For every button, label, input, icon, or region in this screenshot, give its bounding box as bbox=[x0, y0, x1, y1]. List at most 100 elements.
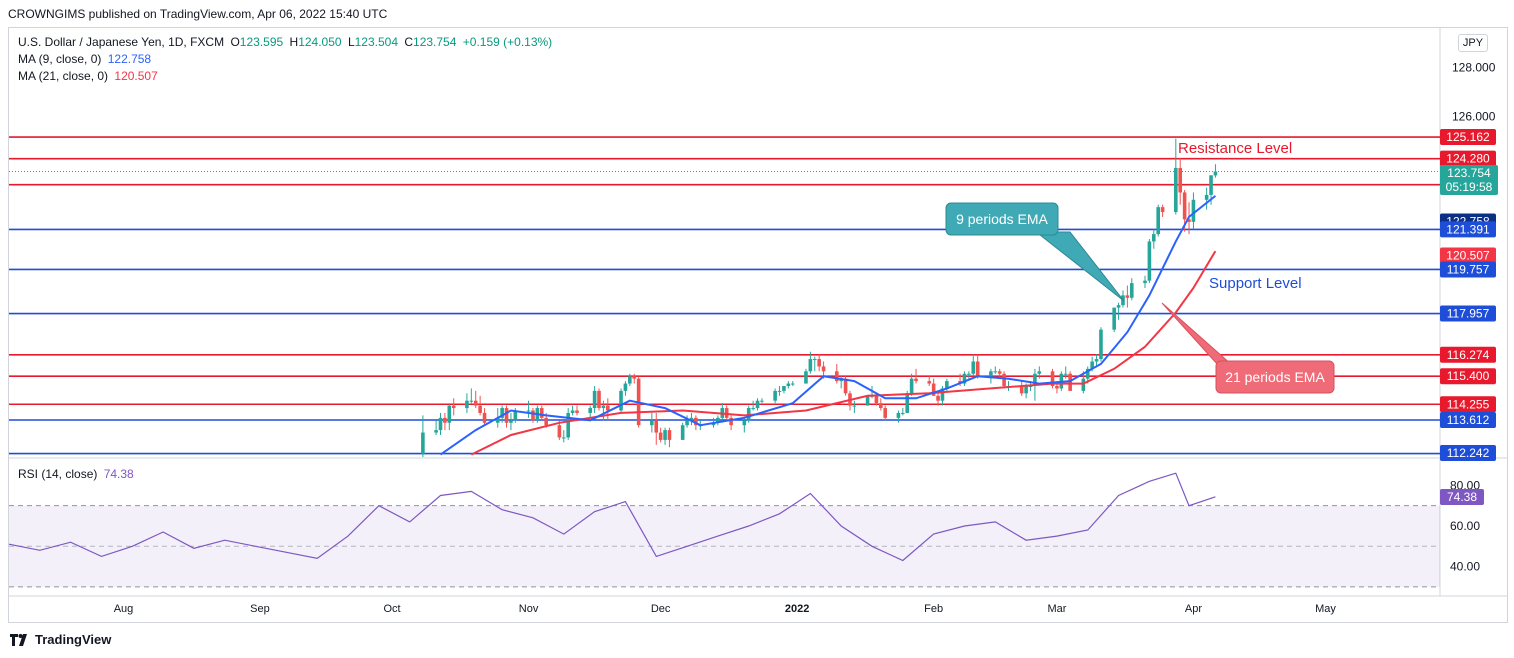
candle-body bbox=[901, 412, 905, 414]
candle-body bbox=[716, 417, 720, 423]
candle-body bbox=[1055, 386, 1059, 389]
candle-body bbox=[989, 371, 993, 377]
candle-body bbox=[1090, 361, 1094, 369]
candle-body bbox=[473, 400, 478, 406]
candle-body bbox=[883, 408, 888, 418]
candle-body bbox=[588, 408, 593, 413]
candle-body bbox=[773, 390, 777, 401]
candle-body bbox=[940, 388, 945, 401]
symbol-title: U.S. Dollar / Japanese Yen, 1D, FXCM bbox=[18, 35, 225, 49]
resistance-annotation: Resistance Level bbox=[1178, 140, 1292, 157]
rsi-value: 74.38 bbox=[103, 467, 134, 481]
candle-body bbox=[1213, 171, 1218, 176]
price-label-bg bbox=[1440, 368, 1496, 385]
ema9-callout-box bbox=[945, 202, 1059, 236]
candle-body bbox=[451, 405, 456, 409]
candle-body bbox=[658, 432, 663, 440]
candle-body bbox=[500, 408, 504, 418]
rsi-tick-label: 80.00 bbox=[1450, 478, 1480, 492]
candle-body bbox=[997, 371, 1002, 374]
low-value: 123.504 bbox=[354, 35, 399, 49]
candle-body bbox=[597, 390, 601, 409]
candle-body bbox=[1063, 373, 1068, 375]
candle-body bbox=[601, 405, 606, 409]
candle-body bbox=[1112, 307, 1116, 330]
candle-body bbox=[654, 420, 659, 433]
candle-body bbox=[852, 405, 857, 407]
candle-body bbox=[619, 390, 623, 411]
candle-body bbox=[495, 417, 500, 423]
candle-body bbox=[539, 408, 544, 418]
price-label-bg bbox=[1440, 305, 1496, 322]
candle-body bbox=[865, 395, 870, 406]
candle-body bbox=[443, 417, 447, 423]
price-label-text: 112.242 bbox=[1447, 446, 1490, 460]
time-tick-label: Feb bbox=[924, 603, 943, 615]
candle-body bbox=[544, 417, 548, 426]
candle-body bbox=[843, 378, 848, 394]
candle-body bbox=[751, 408, 755, 410]
candle-body bbox=[1152, 234, 1156, 242]
candle-body bbox=[513, 410, 518, 421]
candle-body bbox=[817, 359, 821, 367]
candle-body bbox=[663, 430, 667, 440]
candle-body bbox=[509, 420, 513, 423]
candle-body bbox=[1191, 199, 1196, 222]
candle-body bbox=[628, 376, 632, 384]
time-tick-label: Dec bbox=[651, 603, 671, 615]
candle-body bbox=[874, 395, 879, 404]
time-tick-label: Nov bbox=[519, 603, 539, 615]
candle-body bbox=[650, 420, 654, 426]
candle-body bbox=[592, 390, 597, 409]
candle-body bbox=[821, 366, 826, 372]
candle-body bbox=[478, 405, 482, 413]
candle-body bbox=[1182, 192, 1187, 220]
ema9-callout-text: 9 periods EMA bbox=[956, 211, 1048, 227]
candle-body bbox=[482, 412, 487, 423]
candle-body bbox=[1028, 386, 1033, 387]
candle-body bbox=[504, 408, 509, 423]
candle-body bbox=[689, 417, 694, 421]
candle-body bbox=[1129, 283, 1134, 298]
rsi-label: RSI (14, close) bbox=[18, 467, 98, 481]
candle-body bbox=[561, 437, 566, 439]
rsi-tick-label: 60.00 bbox=[1450, 519, 1480, 533]
last-price-bg bbox=[1440, 165, 1498, 195]
tradingview-logo[interactable]: TradingView bbox=[10, 632, 111, 647]
price-label-text: 120.507 bbox=[1446, 249, 1490, 263]
time-tick-label: May bbox=[1315, 603, 1336, 615]
price-label-text: 116.274 bbox=[1447, 348, 1490, 362]
candle-body bbox=[1187, 219, 1191, 222]
price-label-bg bbox=[1440, 346, 1496, 363]
candle-body bbox=[632, 376, 637, 379]
candle-body bbox=[729, 417, 733, 426]
candle-body bbox=[909, 378, 914, 394]
price-label-bg bbox=[1440, 445, 1496, 461]
candle-body bbox=[447, 405, 452, 423]
currency-button[interactable]: JPY bbox=[1458, 34, 1488, 52]
rsi-legend: RSI (14, close) 74.38 bbox=[18, 467, 137, 481]
candle-body bbox=[808, 359, 813, 372]
price-label-bg bbox=[1440, 129, 1496, 146]
candle-body bbox=[1068, 373, 1072, 391]
candle-body bbox=[1037, 371, 1042, 374]
candle-body bbox=[931, 383, 936, 396]
ma21-label: MA (21, close, 0) bbox=[18, 69, 109, 83]
candle-body bbox=[1116, 305, 1121, 308]
candle-body bbox=[786, 383, 791, 386]
candle-body bbox=[914, 378, 918, 382]
candle-body bbox=[1143, 280, 1147, 284]
time-tick-label: Oct bbox=[384, 603, 401, 615]
candle-body bbox=[1125, 295, 1130, 298]
candle-body bbox=[1050, 371, 1055, 386]
candle-body bbox=[667, 430, 672, 440]
publisher-line: CROWNGIMS published on TradingView.com, … bbox=[8, 7, 388, 21]
candle-body bbox=[421, 432, 425, 455]
last-price-text: 123.754 bbox=[1447, 166, 1491, 180]
candle-body bbox=[1019, 386, 1024, 394]
tradingview-logo-text: TradingView bbox=[35, 632, 112, 647]
candle-body bbox=[927, 381, 932, 384]
candle-body bbox=[1081, 378, 1086, 391]
countdown-text: 05:19:58 bbox=[1446, 180, 1493, 194]
